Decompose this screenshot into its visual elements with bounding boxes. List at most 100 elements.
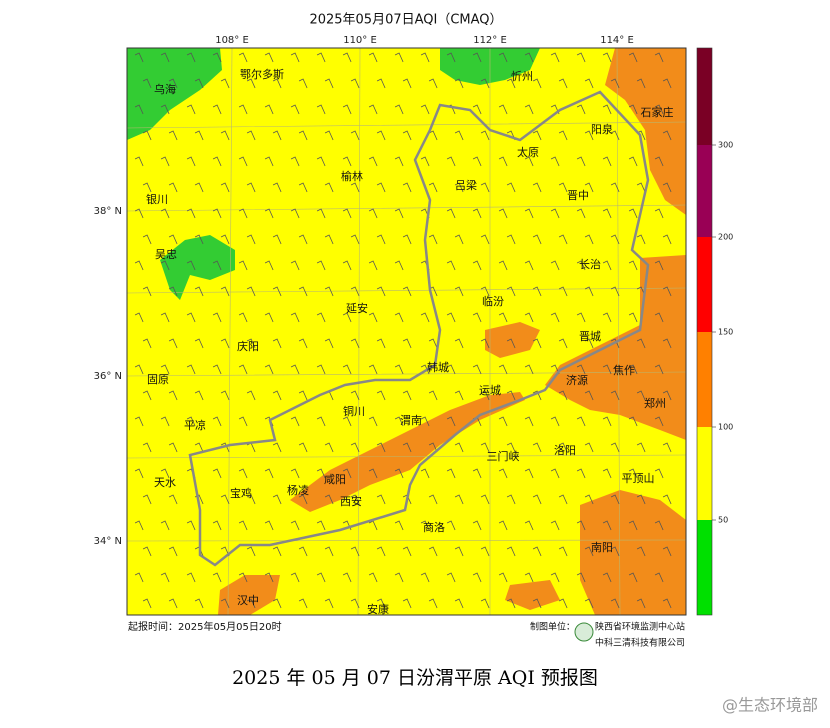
wind-barb <box>558 286 568 297</box>
wind-barb <box>142 234 152 245</box>
wind-barb <box>324 130 334 141</box>
colorbar-ticks: 50 100 150 200 300 <box>712 141 733 525</box>
wind-barb <box>350 234 360 245</box>
wind-barb <box>298 78 308 89</box>
wind-barb <box>394 416 404 427</box>
wind-barb <box>662 338 672 349</box>
wind-barb <box>350 494 360 505</box>
wind-barb <box>628 572 638 583</box>
wind-barb <box>524 416 534 427</box>
wind-barb <box>524 468 534 479</box>
wind-barb <box>394 104 404 115</box>
wind-barb <box>584 442 594 453</box>
wind-barb <box>610 390 620 401</box>
wind-barb <box>550 312 560 323</box>
wind-barb <box>506 78 516 89</box>
wind-barb <box>576 260 586 271</box>
wind-barb <box>472 156 482 167</box>
wind-barb <box>194 442 204 453</box>
wind-barb <box>298 598 308 609</box>
city-label: 运城 <box>479 384 501 397</box>
wind-barb <box>298 130 308 141</box>
wind-barb <box>238 156 248 167</box>
wind-barb <box>480 78 490 89</box>
wind-barb <box>446 208 456 219</box>
wind-barb <box>394 156 404 167</box>
wind-barb <box>298 390 308 401</box>
wind-barb <box>272 598 282 609</box>
wind-barb <box>420 312 430 323</box>
wind-barb <box>160 520 170 531</box>
longitude-label: 110° E <box>343 35 377 46</box>
wind-barb <box>610 182 620 193</box>
wind-barb <box>402 390 412 401</box>
wind-barb <box>246 546 256 557</box>
wind-barb <box>290 52 300 63</box>
wind-barb <box>350 130 360 141</box>
wind-barb <box>532 286 542 297</box>
wind-barb <box>160 468 170 479</box>
wind-barb <box>350 390 360 401</box>
city-label: 临汾 <box>482 294 504 308</box>
colorbar-band <box>697 48 712 145</box>
wind-barb <box>576 104 586 115</box>
wind-barb <box>636 338 646 349</box>
wind-barb <box>246 390 256 401</box>
wind-barb <box>524 156 534 167</box>
wind-barb <box>480 182 490 193</box>
wind-barb <box>264 520 274 531</box>
wind-barb <box>168 598 178 609</box>
wind-barb <box>264 260 274 271</box>
wind-barb <box>532 494 542 505</box>
wind-barb <box>654 520 664 531</box>
aqi-light-pollution-area <box>290 392 525 512</box>
wind-barb <box>168 78 178 89</box>
wind-barb <box>654 364 664 375</box>
aqi-good-area <box>160 235 235 300</box>
wind-barb <box>550 260 560 271</box>
colorbar-band <box>697 237 712 332</box>
wind-barb <box>576 416 586 427</box>
city-label: 长治 <box>579 257 601 271</box>
wind-barb <box>558 182 568 193</box>
wind-barb <box>316 468 326 479</box>
wind-barb <box>342 572 352 583</box>
wind-barb <box>532 390 542 401</box>
wind-barb <box>290 156 300 167</box>
wind-barb <box>394 260 404 271</box>
wind-barb <box>376 130 386 141</box>
wind-barb <box>584 390 594 401</box>
wind-barb <box>402 338 412 349</box>
wind-barb <box>454 390 464 401</box>
wind-barb <box>342 312 352 323</box>
wind-barb <box>142 442 152 453</box>
wind-barb <box>584 338 594 349</box>
wind-barb <box>628 312 638 323</box>
wind-barb <box>272 234 282 245</box>
wind-barb <box>212 468 222 479</box>
wind-barb <box>220 182 230 193</box>
wind-barb <box>368 156 378 167</box>
wind-barb <box>272 182 282 193</box>
wind-barb <box>610 598 620 609</box>
wind-barb <box>402 442 412 453</box>
wind-barb <box>446 416 456 427</box>
wind-barb <box>472 104 482 115</box>
wind-barb <box>186 416 196 427</box>
wind-barb <box>212 416 222 427</box>
wind-barb <box>636 182 646 193</box>
colorbar-band <box>697 427 712 520</box>
wind-barb <box>402 598 412 609</box>
wind-barb <box>272 442 282 453</box>
region-boundary <box>188 90 650 567</box>
wind-barb <box>550 156 560 167</box>
wind-barb <box>402 286 412 297</box>
wind-barb <box>472 520 482 531</box>
wind-barb <box>168 182 178 193</box>
wind-barb <box>342 260 352 271</box>
wind-barb <box>576 52 586 63</box>
wind-barb <box>342 52 352 63</box>
wind-barb <box>454 130 464 141</box>
wind-barb <box>376 182 386 193</box>
wind-barb <box>636 598 646 609</box>
